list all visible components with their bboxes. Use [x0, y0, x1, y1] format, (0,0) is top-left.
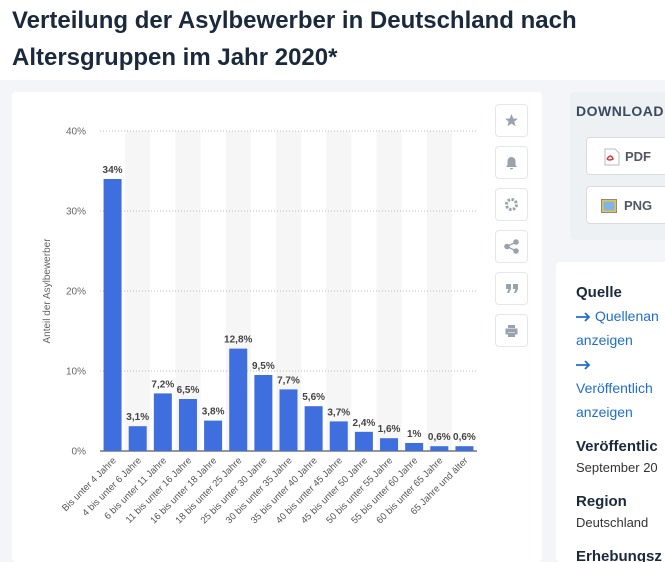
value-label: 6,5%: [177, 385, 200, 396]
gear-icon: [505, 198, 518, 211]
y-tick-label: 0%: [72, 447, 87, 458]
notify-button[interactable]: [495, 146, 528, 179]
bar: [354, 431, 373, 451]
value-label: 0,6%: [428, 432, 451, 443]
settings-button[interactable]: [495, 188, 528, 221]
pdf-label: PDF: [625, 149, 651, 164]
y-tick-label: 40%: [66, 127, 86, 138]
y-tick-label: 10%: [66, 367, 86, 378]
value-label: 1,6%: [378, 424, 401, 435]
quote-icon: [506, 284, 518, 293]
bar: [178, 399, 197, 451]
chart: Anteil der Asylbewerber 0%10%20%30%40%Bi…: [42, 127, 477, 526]
share-icon: [504, 239, 519, 254]
bar: [128, 426, 147, 451]
y-tick-label: 20%: [66, 287, 86, 298]
share-button[interactable]: [495, 230, 528, 263]
bar: [405, 443, 424, 451]
pdf-button[interactable]: PDF: [586, 137, 665, 175]
arrow-icon: [576, 312, 591, 322]
download-heading: DOWNLOAD: [576, 103, 664, 119]
source-link[interactable]: Quellenan: [595, 308, 659, 324]
value-label: 3,1%: [126, 412, 149, 423]
value-label: 9,5%: [252, 361, 275, 372]
survey-heading: Erhebungsz: [576, 548, 662, 562]
value-label: 12,8%: [224, 335, 252, 346]
png-label: PNG: [624, 198, 653, 213]
publisher-link[interactable]: anzeigen: [576, 404, 633, 420]
png-button[interactable]: PNG: [586, 186, 665, 224]
bar: [430, 446, 449, 451]
source-link[interactable]: anzeigen: [576, 332, 633, 348]
info-card: Quelle Quellenan anzeigen Veröffentlich …: [556, 262, 665, 562]
page-title: Verteilung der Asylbewerber in Deutschla…: [12, 7, 577, 71]
value-label: 5,6%: [302, 392, 325, 403]
bar: [279, 389, 298, 451]
value-label: 3,7%: [327, 407, 350, 418]
star-icon: [505, 114, 518, 127]
png-icon: [601, 199, 617, 213]
value-label: 2,4%: [353, 418, 376, 429]
header: Verteilung der Asylbewerber in Deutschla…: [0, 0, 665, 80]
bar: [455, 446, 474, 451]
publisher-link[interactable]: Veröffentlich: [576, 380, 653, 396]
bar: [254, 375, 273, 451]
favorite-button[interactable]: [495, 104, 528, 137]
print-button[interactable]: [495, 314, 528, 347]
bar: [103, 179, 122, 451]
download-card: DOWNLOAD PDF PNG: [570, 92, 665, 240]
band-shade: [125, 131, 151, 451]
value-label: 7,7%: [277, 375, 300, 386]
bar: [204, 420, 223, 451]
value-label: 0,6%: [453, 432, 476, 443]
value-label: 3,8%: [202, 407, 225, 418]
value-label: 1%: [407, 429, 422, 440]
region-heading: Region: [576, 493, 627, 510]
cite-button[interactable]: [495, 272, 528, 305]
bar: [304, 406, 323, 451]
bar: [229, 348, 248, 451]
print-icon: [505, 325, 518, 337]
y-axis-label: Anteil der Asylbewerber: [42, 238, 53, 344]
value-label: 34%: [103, 165, 123, 176]
published-heading: Veröffentlic: [576, 438, 658, 455]
chart-card: Anteil der Asylbewerber 0% 10% 20% 30% 40% Bi…: [12, 92, 542, 562]
band-shade: [326, 131, 352, 451]
bell-icon: [506, 157, 517, 170]
pdf-icon: [604, 148, 620, 166]
region-value: Deutschland: [576, 515, 649, 530]
arrow-icon: [576, 360, 591, 370]
source-heading: Quelle: [576, 284, 622, 301]
value-label: 7,2%: [151, 379, 174, 390]
published-value: September 20: [576, 460, 658, 475]
bar: [153, 393, 172, 451]
y-tick-label: 30%: [66, 207, 86, 218]
bar: [329, 421, 348, 451]
bar: [380, 438, 399, 451]
